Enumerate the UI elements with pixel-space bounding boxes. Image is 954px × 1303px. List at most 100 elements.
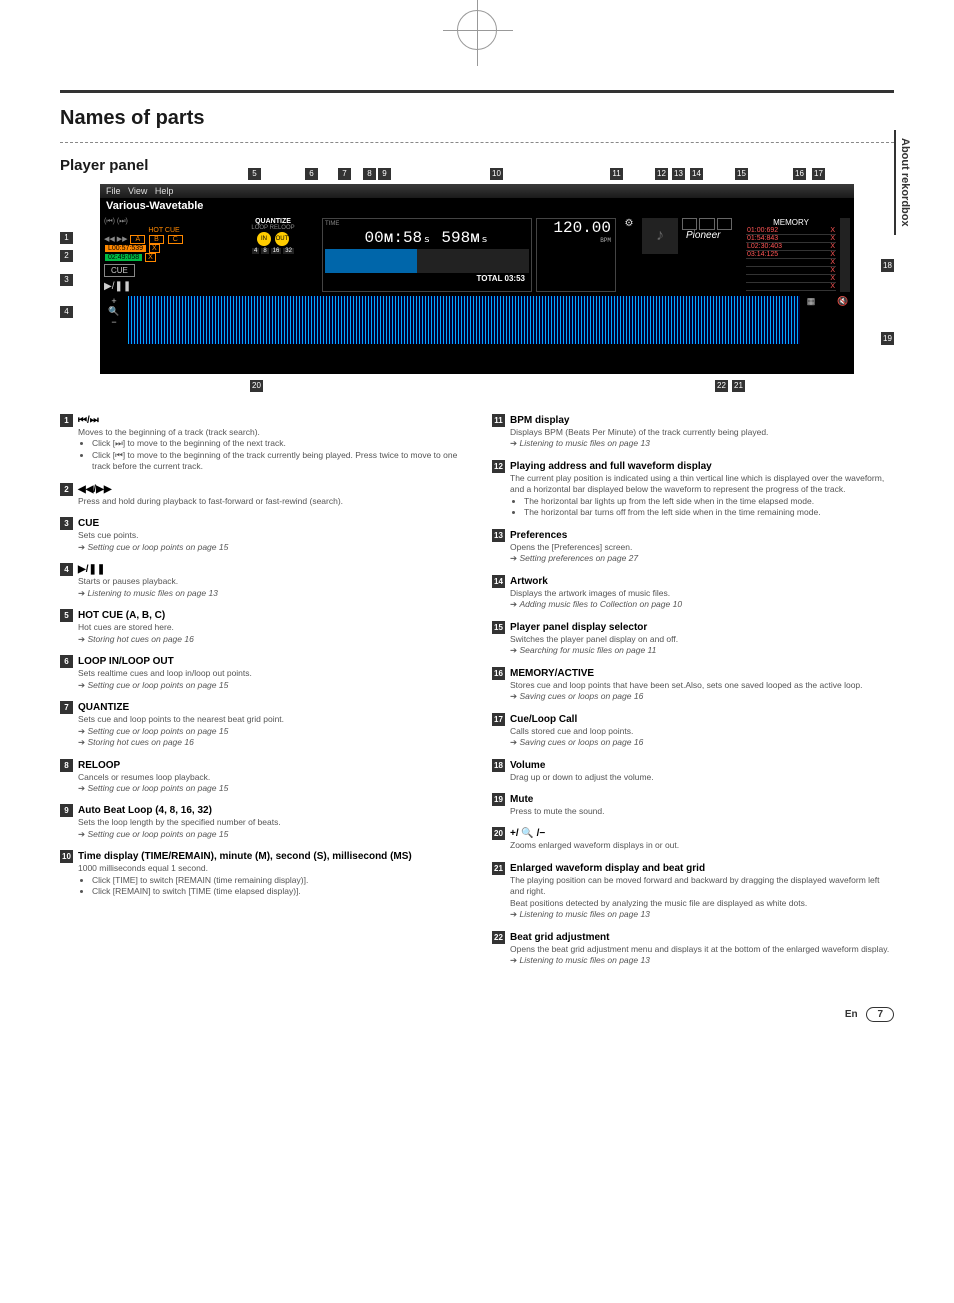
item-7: 7 QUANTIZESets cue and loop points to th… [60,701,462,748]
artwork-thumbnail: ♪ [642,218,678,254]
item-18: 18 VolumeDrag up or down to adjust the v… [492,759,894,783]
track-search-buttons[interactable]: (⏮) (⏭) [104,218,224,226]
callout-16: 16 [793,168,806,180]
item-9: 9 Auto Beat Loop (4, 8, 16, 32)Sets the … [60,804,462,840]
callout-7: 7 [338,168,351,180]
hotcue-a[interactable]: A [130,235,145,244]
item-2: 2 ◀◀/▶▶Press and hold during playback to… [60,483,462,507]
loop-controls: QUANTIZE LOOP RELOOP IN OUT 4 8 16 32 [228,218,318,292]
memory-row-empty: X [746,275,836,283]
zoom-out-button[interactable]: − [104,317,124,327]
preferences-icon[interactable]: ⚙ [620,218,638,292]
autobeat-4[interactable]: 4 [252,248,259,254]
item-12: 12 Playing address and full waveform dis… [492,460,894,519]
item-3: 3 CUESets cue points.➔ Setting cue or lo… [60,517,462,553]
x-button[interactable]: X [149,244,160,253]
quantize-button[interactable]: QUANTIZE [228,218,318,225]
loop-out-button[interactable]: OUT [275,232,289,246]
item-19: 19 MutePress to mute the sound. [492,793,894,817]
memory-row[interactable]: 03:14:125X [746,251,836,259]
loop-time-1: L00:57:539 [105,245,146,252]
chapter-tab: About rekordbox [894,130,914,235]
play-pause-button[interactable]: ▶/❚❚ [104,281,224,292]
autobeat-row: 4 8 16 32 [228,247,318,254]
memory-row[interactable]: 01:54:843X [746,235,836,243]
autobeat-8[interactable]: 8 [261,248,268,254]
right-header-group: Pioneer [682,218,742,292]
lower-row: + 🔍 − ▦ 🔇 [100,296,854,348]
callout-1: 1 [60,232,73,244]
time-display: TIME 00ᴍ:58ₛ 598ᴍₛ TOTAL 03:53 [322,218,532,292]
memory-row[interactable]: L02:30:403X [746,243,836,251]
page-footer: En 7 [60,1007,894,1022]
callout-2: 2 [60,250,73,262]
item-1: 1 ⏮/⏭Moves to the beginning of a track (… [60,414,462,473]
player-body: (⏮) (⏭) HOT CUE ◀◀ ▶▶ A B C L00:57:539 X… [100,214,854,296]
callout-3: 3 [60,274,73,286]
item-17: 17 Cue/Loop CallCalls stored cue and loo… [492,713,894,749]
menu-help[interactable]: Help [155,186,174,196]
item-4: 4 ▶/❚❚Starts or pauses playback.➔ Listen… [60,563,462,599]
item-16: 16 MEMORY/ACTIVEStores cue and loop poin… [492,667,894,703]
mute-button[interactable]: 🔇 [836,296,850,344]
left-column: 1 ⏮/⏭Moves to the beginning of a track (… [60,414,462,977]
callout-11: 11 [610,168,623,180]
item-21: 21 Enlarged waveform display and beat gr… [492,862,894,921]
memory-title: MEMORY [746,218,836,227]
callout-12: 12 [655,168,668,180]
x-button[interactable]: X [145,253,156,262]
left-controls: (⏮) (⏭) HOT CUE ◀◀ ▶▶ A B C L00:57:539 X… [104,218,224,292]
zoom-icon: 🔍 [104,306,124,317]
item-11: 11 BPM displayDisplays BPM (Beats Per Mi… [492,414,894,450]
elapsed-time: 00ᴍ:58ₛ 598ᴍₛ [325,227,529,247]
callout-20: 20 [250,380,263,392]
item-10: 10 Time display (TIME/REMAIN), minute (M… [60,850,462,897]
item-20: 20 +/ 🔍 /−Zooms enlarged waveform displa… [492,827,894,851]
bpm-value: 120.00 [537,219,615,237]
callout-9: 9 [378,168,391,180]
item-15: 15 Player panel display selectorSwitches… [492,621,894,657]
bpm-display: 120.00 BPM [536,218,616,292]
autobeat-32[interactable]: 32 [283,248,294,254]
memory-row-empty: X [746,259,836,267]
memory-row[interactable]: 01:00:692X [746,227,836,235]
enlarged-waveform[interactable] [128,296,800,344]
callout-10: 10 [490,168,503,180]
hotcue-b[interactable]: B [149,235,164,244]
hot-cue-label: HOT CUE [144,227,183,234]
right-column: 11 BPM displayDisplays BPM (Beats Per Mi… [492,414,894,977]
loop-in-button[interactable]: IN [257,232,271,246]
crop-mark [457,10,497,50]
item-5: 5 HOT CUE (A, B, C)Hot cues are stored h… [60,609,462,645]
bpm-label: BPM [537,237,615,244]
menu-view[interactable]: View [128,186,147,196]
loop-time-2: 02:49:058 [105,254,142,261]
autobeat-16[interactable]: 16 [271,248,282,254]
callout-22: 22 [715,380,728,392]
item-22: 22 Beat grid adjustmentOpens the beat gr… [492,931,894,967]
item-6: 6 LOOP IN/LOOP OUTSets realtime cues and… [60,655,462,691]
callout-17: 17 [812,168,825,180]
callout-13: 13 [672,168,685,180]
panel-selector[interactable] [682,218,732,230]
page-number: 7 [866,1007,894,1022]
search-buttons[interactable]: ◀◀ ▶▶ A B C [104,235,224,244]
cue-button[interactable]: CUE [104,264,135,277]
menu-file[interactable]: File [106,186,121,196]
memory-panel: MEMORY 01:00:692X01:54:843XL02:30:403X03… [746,218,836,292]
zoom-in-button[interactable]: + [104,296,124,306]
waveform-overview[interactable]: TOTAL 03:53 [325,249,529,273]
total-time: TOTAL 03:53 [477,274,525,283]
memory-row-empty: X [746,283,836,291]
callout-6: 6 [305,168,318,180]
callout-18: 18 [881,259,894,272]
rule-top [60,90,894,93]
memory-row-empty: X [746,267,836,275]
callout-21: 21 [732,380,745,392]
beatgrid-adjust-button[interactable]: ▦ [804,296,818,344]
volume-slider[interactable] [840,218,850,292]
callout-19: 19 [881,332,894,345]
rule-dashed [60,142,894,143]
hotcue-c[interactable]: C [168,235,183,244]
player-panel-diagram: 567891011121314151617 1234 1819 202221 F… [100,184,854,374]
